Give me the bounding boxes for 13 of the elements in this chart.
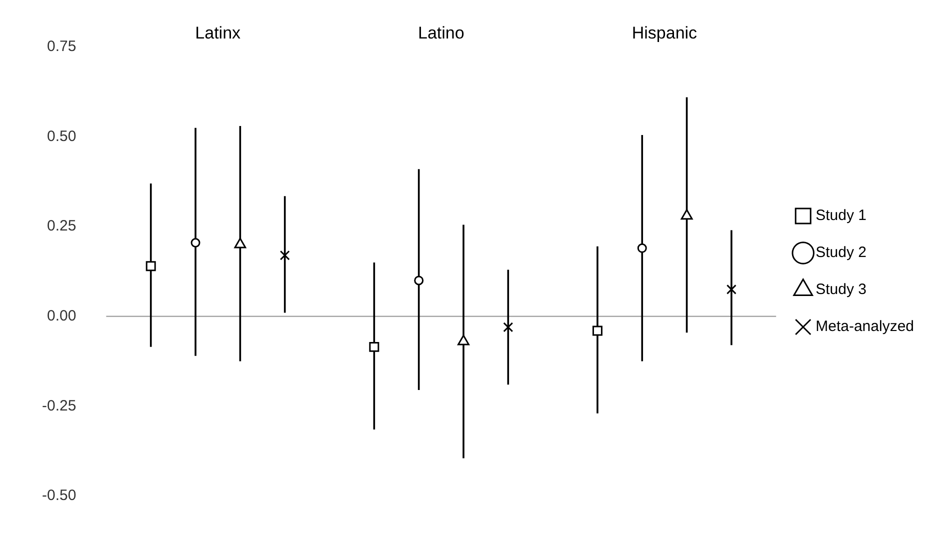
y-tick-label: 0.00	[46, 308, 76, 325]
x-tick-label: Latino	[418, 23, 464, 42]
x-tick-label: Hispanic	[632, 23, 698, 42]
legend-label: Meta-analyzed	[816, 318, 914, 336]
y-tick-label: -0.25	[42, 397, 76, 414]
legend-label: Study 3	[816, 281, 866, 298]
y-tick-label: 0.75	[46, 38, 76, 56]
legend-label: Study 2	[816, 244, 866, 262]
y-tick-label: 0.25	[46, 218, 76, 235]
y-tick-label: 0.50	[46, 128, 76, 145]
legend-label: Study 1	[816, 207, 866, 224]
x-tick-label: Latinx	[195, 23, 242, 42]
y-tick-label: -0.50	[42, 487, 76, 504]
